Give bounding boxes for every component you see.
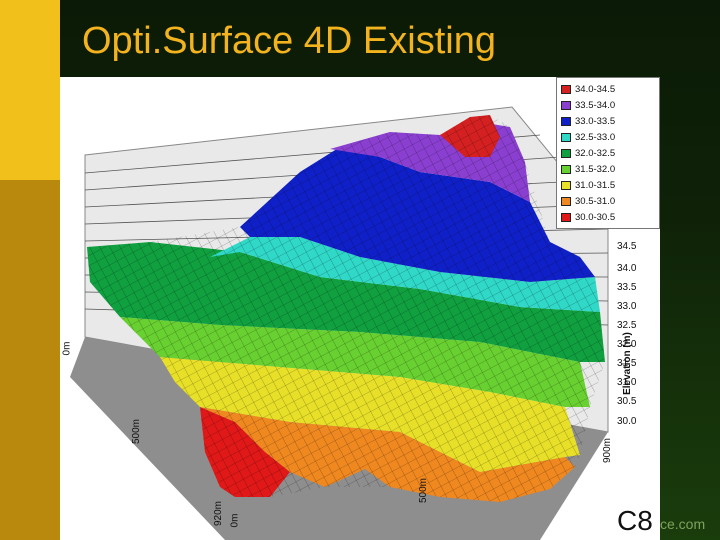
surface-plot-graphic — [70, 106, 609, 540]
legend-swatch — [561, 84, 571, 94]
z-tick-label: 32.5 — [617, 320, 637, 331]
legend-label: 31.0-31.5 — [575, 179, 616, 191]
legend-item: 33.5-34.0 — [561, 99, 615, 111]
y-tick-label: 0m — [229, 513, 241, 528]
legend-swatch — [561, 212, 571, 222]
legend-swatch — [561, 132, 571, 142]
z-tick-label: 33.5 — [617, 282, 637, 293]
footer-text: ce.com — [660, 516, 706, 532]
x-tick-label: 500m — [131, 418, 143, 445]
legend-label: 32.5-33.0 — [575, 131, 616, 143]
x-tick-label: 0m — [61, 341, 73, 356]
z-tick-label: 33.0 — [617, 301, 637, 312]
legend-label: 32.0-32.5 — [575, 147, 616, 159]
legend-swatch — [561, 116, 571, 126]
legend-item: 30.0-30.5 — [561, 211, 615, 223]
slide-title: Opti.Surface 4D Existing — [82, 20, 496, 62]
legend-item: 31.0-31.5 — [561, 179, 615, 191]
legend-label: 33.0-33.5 — [575, 115, 616, 127]
accent-bar-top — [0, 0, 60, 180]
y-tick-label: 500m — [418, 477, 430, 504]
legend-item: 31.5-32.0 — [561, 163, 615, 175]
legend-swatch — [561, 100, 571, 110]
accent-bar-bottom — [0, 180, 60, 540]
legend-swatch — [561, 148, 571, 158]
legend-label: 30.0-30.5 — [575, 211, 616, 223]
z-tick-label: 30.5 — [617, 396, 637, 407]
z-tick-label: 31.0 — [617, 377, 637, 388]
legend-label: 34.0-34.5 — [575, 83, 616, 95]
z-tick-label: 34.5 — [617, 241, 637, 252]
legend-item: 30.5-31.0 — [561, 195, 615, 207]
legend-item: 32.5-33.0 — [561, 131, 615, 143]
legend-swatch — [561, 180, 571, 190]
x-tick-label: 920m — [213, 500, 225, 527]
legend-item: 34.0-34.5 — [561, 83, 615, 95]
legend-label: 30.5-31.0 — [575, 195, 616, 207]
y-tick-label: 900m — [602, 437, 614, 464]
legend-swatch — [561, 164, 571, 174]
legend-label: 31.5-32.0 — [575, 163, 616, 175]
z-axis-title: Elevation (m) — [621, 332, 633, 395]
slide-number: C8 — [617, 505, 653, 536]
z-tick-label: 32.0 — [617, 339, 637, 350]
legend-item: 32.0-32.5 — [561, 147, 615, 159]
legend-item: 33.0-33.5 — [561, 115, 615, 127]
legend-label: 33.5-34.0 — [575, 99, 616, 111]
z-tick-label: 30.0 — [617, 416, 637, 427]
legend-swatch — [561, 196, 571, 206]
legend: 34.0-34.5 33.5-34.0 33.0-33.5 32.5-33.0 … — [556, 77, 660, 229]
surface-mesh — [87, 115, 605, 502]
z-tick-label: 31.5 — [617, 358, 637, 369]
z-tick-label: 34.0 — [617, 263, 637, 274]
